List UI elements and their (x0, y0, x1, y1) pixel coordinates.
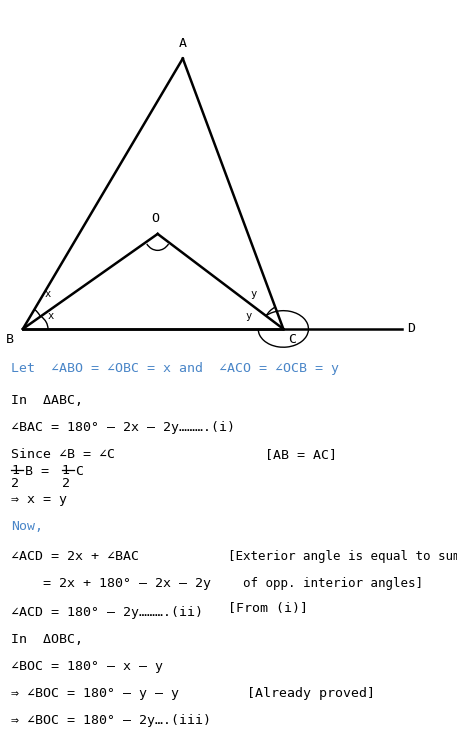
Text: of opp. interior angles]: of opp. interior angles] (228, 577, 424, 590)
Text: = 2x + 180° – 2x – 2y: = 2x + 180° – 2x – 2y (43, 577, 212, 590)
Text: In  ΔABC,: In ΔABC, (11, 394, 84, 407)
Text: [Exterior angle is equal to sum: [Exterior angle is equal to sum (228, 550, 457, 563)
Text: [From (i)]: [From (i)] (228, 602, 308, 615)
Text: y: y (246, 311, 252, 321)
Text: D: D (407, 322, 415, 336)
Text: Now,: Now, (11, 520, 43, 533)
Text: 2: 2 (62, 477, 70, 491)
Text: ⇒ ∠BOC = 180° – y – y: ⇒ ∠BOC = 180° – y – y (11, 687, 180, 700)
Text: B: B (5, 333, 14, 346)
Text: ⇒ x = y: ⇒ x = y (11, 493, 68, 506)
Text: 1: 1 (11, 464, 20, 477)
Text: 1: 1 (62, 464, 70, 477)
Text: [Already proved]: [Already proved] (247, 687, 375, 700)
Text: ∠ACD = 2x + ∠BAC: ∠ACD = 2x + ∠BAC (11, 550, 139, 563)
Text: ∠ACD = 180° – 2y……….(ii): ∠ACD = 180° – 2y……….(ii) (11, 606, 203, 619)
Text: [AB = AC]: [AB = AC] (265, 448, 337, 461)
Text: 2: 2 (11, 477, 20, 491)
Text: C: C (288, 333, 296, 346)
Text: x: x (45, 289, 51, 299)
Text: x: x (47, 311, 53, 321)
Text: O: O (151, 212, 159, 225)
Text: In  ΔOBC,: In ΔOBC, (11, 633, 84, 646)
Text: B =: B = (25, 465, 57, 478)
Text: ∠BOC = 180° – x – y: ∠BOC = 180° – x – y (11, 660, 164, 673)
Text: Since ∠B = ∠C: Since ∠B = ∠C (11, 448, 116, 461)
Text: Let  ∠ABO = ∠OBC = x and  ∠ACO = ∠OCB = y: Let ∠ABO = ∠OBC = x and ∠ACO = ∠OCB = y (11, 362, 340, 375)
Text: y: y (250, 289, 257, 299)
Text: A: A (179, 37, 187, 50)
Text: C: C (75, 465, 84, 478)
Text: ∠BAC = 180° – 2x – 2y……….(i): ∠BAC = 180° – 2x – 2y……….(i) (11, 421, 235, 434)
Text: ⇒ ∠BOC = 180° – 2y….(iii): ⇒ ∠BOC = 180° – 2y….(iii) (11, 714, 212, 727)
